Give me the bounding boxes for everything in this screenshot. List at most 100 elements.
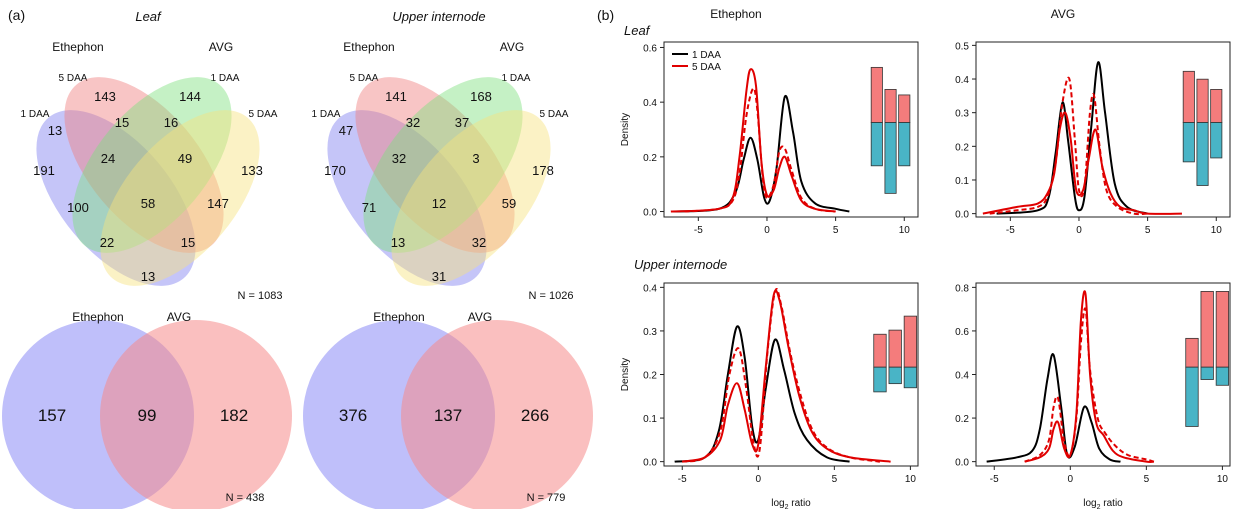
y-tick-label: 0.6 [643,43,657,54]
venn4-region-count: 32 [392,151,406,166]
venn2-region-count: 376 [339,406,367,425]
y-tick-label: 0.5 [955,41,969,52]
legend-label-5daa: 5 DAA [692,62,721,73]
y-tick-label: 0.0 [643,458,657,469]
venn4-region-count: 147 [207,196,229,211]
series-line [1024,290,1155,463]
series-line [682,287,881,463]
venn4-set-label-avg-5daa: 5 DAA [249,109,278,120]
venn2-total-count: N = 438 [226,492,265,504]
y-tick-label: 0.4 [955,371,969,382]
venn4-region-count: 71 [362,200,376,215]
venn4-region-count: 37 [455,115,469,130]
bar-down [1215,366,1230,386]
bar-down [1182,122,1195,163]
venn4-total-count: N = 1026 [529,290,574,302]
y-tick-label: 0.8 [955,283,969,294]
venn4-region-count: 141 [385,89,407,104]
y-axis-label: Density [620,358,631,391]
bar-up [1185,337,1199,368]
venn2-set-label-ethephon: Ethephon [72,310,123,324]
plot-frame [663,41,919,218]
venn4-set-ethephon-1daa [36,110,196,286]
venn4-set-label-avg-1daa: 1 DAA [211,73,240,84]
venn2-region-count: 157 [38,406,66,425]
venn4-set-label-avg-5daa: 5 DAA [540,109,569,120]
plot-frame [975,41,1231,218]
venn4-region-count: 47 [339,123,353,138]
series-line [674,325,850,463]
row-header-leaf: Leaf [624,23,651,38]
density-plot: 0.0 0.1 0.2 0.3 0.4 -5 0 5 10 Density log2 ratio [620,282,919,509]
y-tick-label: 0.3 [643,327,657,338]
venn4-region-count: 13 [391,235,405,250]
venn4-diagram: Upper internode Ethephon AVG 1 DAA 5 DAA 1 DA… [312,9,574,302]
x-axis-label: log2 ratio [1083,498,1123,509]
density-plot: 0.0 0.1 0.2 0.3 0.4 0.5 -5 0 5 10 [955,41,1231,236]
bar-up [873,333,887,368]
bar-up [884,89,897,123]
x-tick-label: 10 [1217,474,1229,485]
venn4-region-count: 24 [101,151,115,166]
venn4-set-ethephon-5daa [64,77,224,253]
venn4-set-label-ethephon-5daa: 5 DAA [59,73,88,84]
x-tick-label: 0 [756,474,762,485]
x-tick-label: -5 [678,474,687,485]
x-tick-label: -5 [990,474,999,485]
venn2-set-label-ethephon: Ethephon [373,310,424,324]
venn2-region-count: 137 [434,406,462,425]
panel-label-b: (b) [597,7,614,23]
venn4-title: Upper internode [392,9,485,24]
y-tick-label: 0.2 [955,142,969,153]
venn4-region-count: 22 [100,235,114,250]
venn4-set-avg-1daa [72,77,232,253]
series-line [1024,307,1155,463]
bar-down [884,122,897,194]
venn4-region-count: 13 [141,269,155,284]
x-tick-label: 5 [1144,474,1150,485]
y-tick-label: 0.4 [643,283,657,294]
y-tick-label: 0.2 [643,153,657,164]
x-tick-label: 0 [1076,225,1082,236]
venn2-region-count: 182 [220,406,248,425]
x-tick-label: 5 [833,225,839,236]
bar-down [1196,122,1209,186]
series-line [682,289,891,463]
x-tick-label: -5 [694,225,703,236]
row-header-internode: Upper internode [634,257,727,272]
density-plot: 0.0 0.2 0.4 0.6 0.8 -5 0 5 10 log2 ratio [955,282,1231,509]
y-tick-label: 0.0 [643,208,657,219]
venn2-set-avg [401,320,593,509]
y-tick-label: 0.0 [955,458,969,469]
series-line [986,353,1121,463]
venn4-set-label-avg-1daa: 1 DAA [502,73,531,84]
bar-down [870,122,883,167]
venn4-group-label-ethephon: Ethephon [52,40,103,54]
venn4-region-count: 59 [502,196,516,211]
venn2-total-count: N = 779 [527,492,566,504]
column-header-ethephon: Ethephon [710,7,761,21]
y-tick-label: 0.0 [955,210,969,221]
venn4-diagram: Leaf Ethephon AVG 1 DAA 5 DAA 1 DAA 5 DAA 191 14… [21,9,283,302]
x-tick-label: 0 [764,225,770,236]
y-tick-label: 0.1 [643,414,657,425]
venn4-group-label-avg: AVG [500,40,524,54]
venn4-region-count: 168 [470,89,492,104]
column-header-avg: AVG [1051,7,1075,21]
venn4-region-count: 143 [94,89,116,104]
bar-up [898,94,911,123]
venn4-region-count: 15 [181,235,195,250]
series-line [672,94,850,213]
venn4-region-count: 100 [67,200,89,215]
venn4-region-count: 16 [164,115,178,130]
venn4-set-ethephon-1daa [327,110,487,286]
venn4-region-count: 32 [406,115,420,130]
y-tick-label: 0.1 [955,176,969,187]
venn4-group-label-ethephon: Ethephon [343,40,394,54]
x-tick-label: -5 [1006,225,1015,236]
venn4-region-count: 15 [115,115,129,130]
x-tick-label: 10 [1211,225,1223,236]
legend-label-1daa: 1 DAA [692,50,721,61]
y-axis-label: Density [620,113,631,146]
